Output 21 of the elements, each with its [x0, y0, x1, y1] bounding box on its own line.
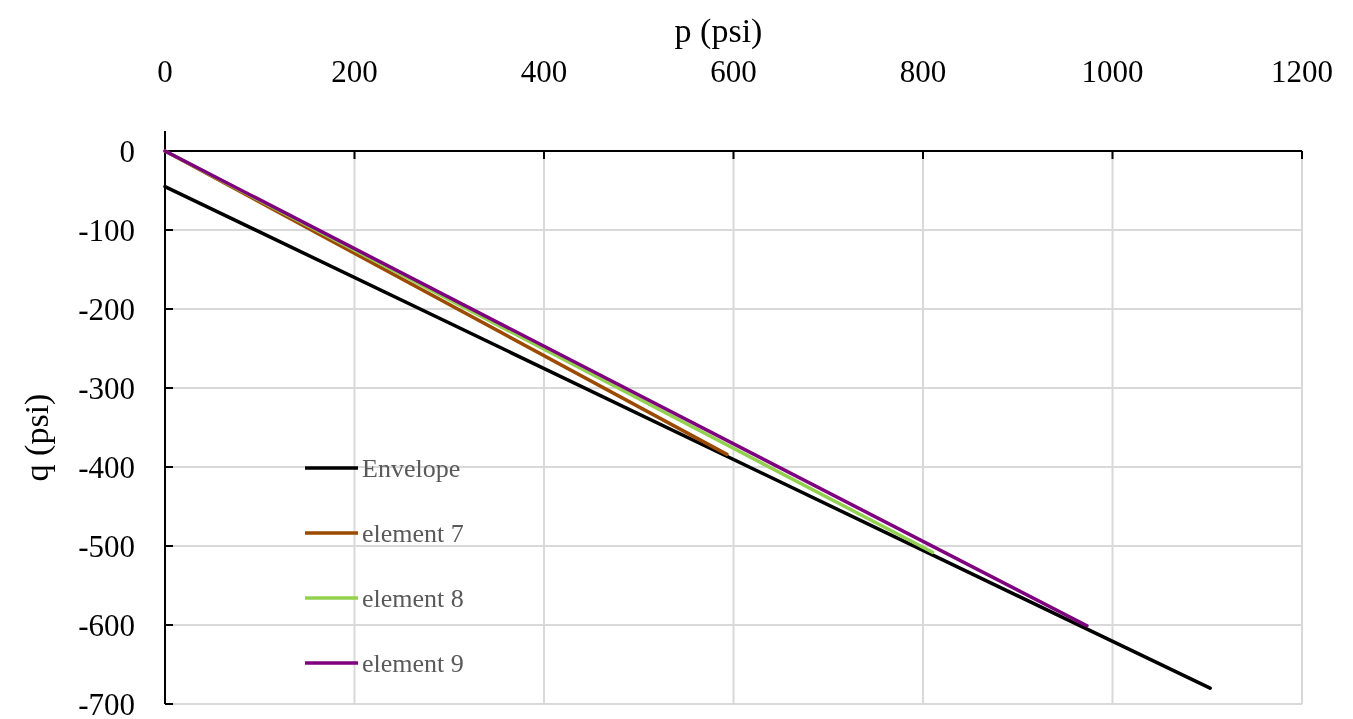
legend-label: element 9	[362, 649, 464, 678]
y-tick-label: -700	[78, 687, 135, 719]
x-tick-label: 1000	[1081, 54, 1144, 89]
legend-label: Envelope	[362, 454, 461, 483]
legend-label: element 8	[362, 584, 464, 613]
x-axis-title: p (psi)	[674, 12, 763, 50]
y-tick-label: -300	[78, 371, 135, 406]
y-tick-label: 0	[119, 134, 135, 169]
x-tick-label: 400	[520, 54, 568, 89]
y-tick-label: -500	[78, 529, 135, 564]
x-tick-label: 1200	[1271, 54, 1333, 89]
legend-label: element 7	[362, 519, 464, 548]
x-tick-label: 0	[157, 54, 173, 89]
y-tick-label: -600	[78, 608, 135, 643]
y-axis-title: q (psi)	[18, 393, 56, 482]
x-tick-label: 200	[331, 54, 378, 89]
x-tick-label: 600	[710, 54, 757, 89]
x-tick-label: 800	[899, 54, 947, 89]
y-tick-label: -200	[78, 292, 135, 327]
y-tick-label: -400	[78, 450, 135, 485]
y-tick-label: -100	[78, 213, 135, 248]
